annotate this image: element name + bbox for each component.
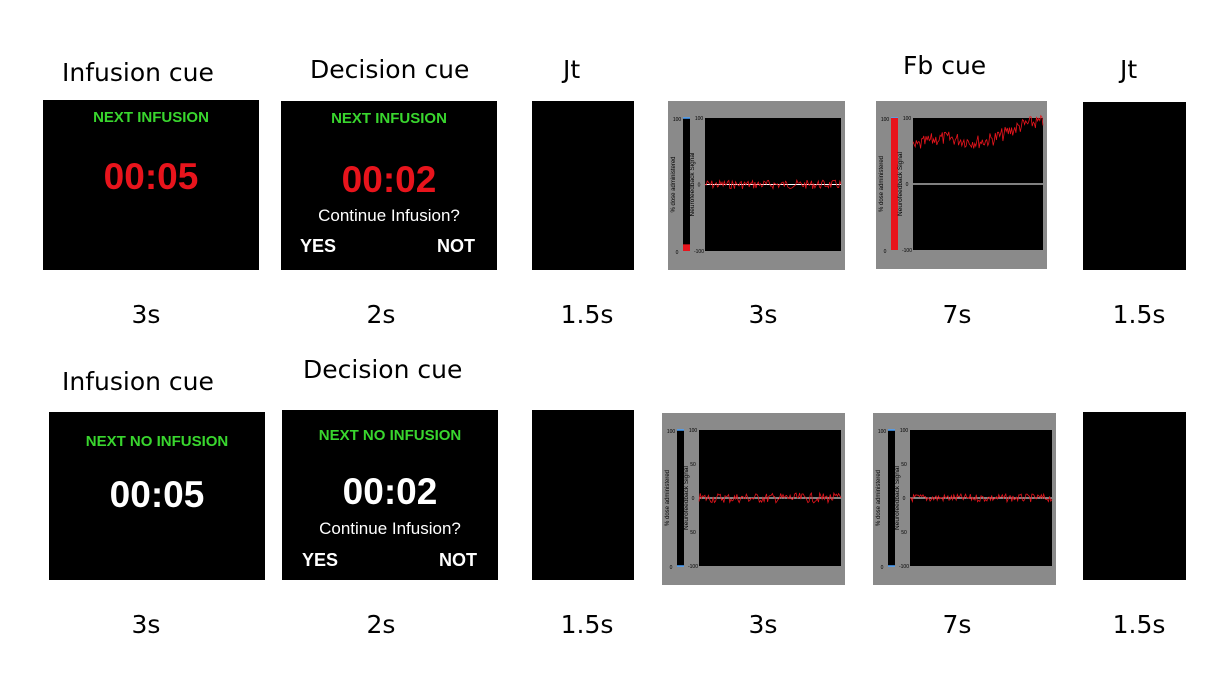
duration-row2-6: 1.5s — [1112, 610, 1166, 639]
signal-tick: 100 — [903, 116, 912, 122]
signal-axis-label: Neurofeedback Signal — [683, 465, 690, 530]
continue-infusion-question: Continue Infusion? — [318, 206, 460, 225]
signal-tick: 100 — [689, 428, 698, 434]
duration-row1-4: 3s — [748, 300, 778, 329]
jt-label-row1-b: Jt — [1120, 55, 1138, 84]
signal-tick: -100 — [688, 564, 698, 570]
next-infusion-text: NEXT INFUSION — [331, 110, 447, 127]
signal-tick: 0 — [903, 496, 906, 502]
decision-cue-screen-row1: NEXT INFUSION 00:02 Continue Infusion? Y… — [281, 101, 497, 270]
jt-label-row1-a: Jt — [563, 55, 581, 84]
signal-trace — [912, 114, 1044, 149]
dose-bar — [683, 118, 690, 251]
feedback-panel-row2-3s: 100 0 % dose administered 100 50 0 50 -100 Neuro… — [662, 413, 845, 585]
countdown-timer: 00:02 — [341, 159, 437, 200]
signal-tick: 0 — [906, 182, 909, 188]
duration-row2-3: 1.5s — [560, 610, 614, 639]
signal-tick: -100 — [899, 564, 909, 570]
duration-row1-5: 7s — [942, 300, 972, 329]
fb-cue-label: Fb cue — [903, 51, 987, 80]
duration-row2-5: 7s — [942, 610, 972, 639]
yes-option: YES — [300, 236, 337, 256]
dose-bar — [677, 430, 684, 566]
countdown-timer: 00:02 — [342, 471, 438, 512]
dose-axis-label: % dose administered — [876, 470, 882, 526]
signal-trace — [909, 492, 1053, 504]
dose-tick-bottom: 0 — [676, 250, 679, 256]
not-option: NOT — [437, 236, 475, 256]
signal-tick: 50 — [690, 462, 696, 468]
signal-axis-label: Neurofeedback Signal — [689, 152, 696, 217]
infusion-cue-label-row1: Infusion cue — [62, 58, 214, 87]
infusion-cue-screen-row1: NEXT INFUSION 00:05 — [43, 100, 259, 270]
duration-row1-3: 1.5s — [560, 300, 614, 329]
decision-cue-label-row1: Decision cue — [310, 55, 470, 84]
decision-cue-label-row2: Decision cue — [303, 355, 463, 384]
signal-axis-label: Neurofeedback Signal — [897, 151, 904, 216]
jitter-screen-row1-a — [532, 101, 634, 270]
duration-row1-6: 1.5s — [1112, 300, 1166, 329]
next-infusion-text: NEXT INFUSION — [93, 109, 209, 126]
jitter-screen-row2-b — [1083, 412, 1186, 580]
feedback-graph: 100 0 % dose administered 100 0 -100 Neurofeed… — [671, 116, 842, 256]
dose-axis-label: % dose administered — [671, 156, 677, 212]
dose-bar-fill — [683, 244, 690, 251]
dose-axis-label: % dose administered — [879, 156, 885, 212]
duration-row1-1: 3s — [131, 300, 161, 329]
feedback-graph: 100 0 % dose administered 100 50 0 50 -100 Neuro… — [876, 428, 1053, 571]
continue-infusion-question: Continue Infusion? — [319, 519, 461, 538]
countdown-timer: 00:05 — [109, 474, 205, 515]
countdown-timer: 00:05 — [103, 156, 199, 197]
signal-tick: 50 — [901, 530, 907, 536]
dose-tick-bottom: 0 — [881, 565, 884, 571]
dose-bar-fill — [891, 118, 898, 250]
signal-trace — [698, 491, 842, 505]
signal-tick: 100 — [695, 116, 704, 122]
jitter-screen-row1-b — [1083, 102, 1186, 270]
jitter-screen-row2-a — [532, 410, 634, 580]
dose-tick-top: 100 — [673, 117, 682, 123]
not-option: NOT — [439, 550, 477, 570]
duration-row2-1: 3s — [131, 610, 161, 639]
duration-row2-2: 2s — [366, 610, 396, 639]
infusion-cue-label-row2: Infusion cue — [62, 367, 214, 396]
infusion-cue-screen-row2: NEXT NO INFUSION 00:05 — [49, 412, 265, 580]
duration-row1-2: 2s — [366, 300, 396, 329]
yes-option: YES — [302, 550, 339, 570]
dose-axis-label: % dose administered — [665, 470, 671, 526]
dose-tick-top: 100 — [878, 429, 887, 435]
signal-tick: 0 — [692, 496, 695, 502]
decision-cue-screen-row2: NEXT NO INFUSION 00:02 Continue Infusion… — [282, 410, 498, 580]
feedback-panel-row1-3s: 100 0 % dose administered 100 0 -100 Neurofeed… — [668, 101, 845, 270]
dose-tick-top: 100 — [667, 429, 676, 435]
feedback-graph: 100 0 % dose administered 100 50 0 50 -100 Neuro… — [665, 428, 842, 571]
signal-trace — [704, 178, 842, 191]
dose-tick-bottom: 0 — [884, 249, 887, 255]
dose-tick-top: 100 — [881, 117, 890, 123]
next-no-infusion-text: NEXT NO INFUSION — [85, 433, 229, 450]
signal-axis-label: Neurofeedback Signal — [894, 465, 901, 530]
feedback-panel-row2-7s: 100 0 % dose administered 100 50 0 50 -100 Neuro… — [873, 413, 1056, 585]
dose-bar — [888, 430, 895, 566]
signal-tick: 50 — [690, 530, 696, 536]
duration-row2-4: 3s — [748, 610, 778, 639]
dose-tick-bottom: 0 — [670, 565, 673, 571]
next-no-infusion-text: NEXT NO INFUSION — [318, 427, 462, 444]
signal-tick: 100 — [900, 428, 909, 434]
signal-tick: 0 — [698, 183, 701, 189]
signal-tick: -100 — [694, 249, 704, 255]
feedback-graph: 100 0 % dose administered 100 0 -100 Neurofeed… — [879, 114, 1044, 255]
signal-tick: 50 — [901, 462, 907, 468]
signal-tick: -100 — [902, 248, 912, 254]
feedback-panel-row1-7s: 100 0 % dose administered 100 0 -100 Neurofeed… — [876, 101, 1047, 269]
